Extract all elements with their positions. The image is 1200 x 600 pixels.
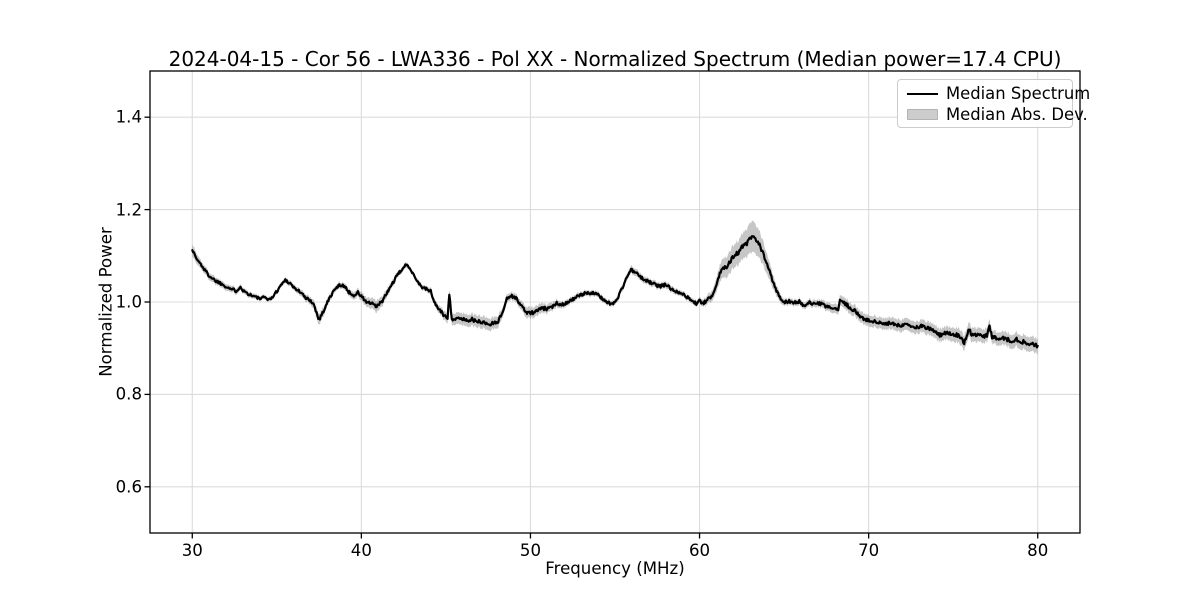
- x-tick-label: 70: [858, 541, 880, 560]
- y-tick-label: 0.6: [115, 477, 142, 497]
- median-spectrum-line: [191, 235, 1039, 349]
- legend-label: Median Spectrum: [946, 84, 1091, 103]
- legend: Median Spectrum Median Abs. Dev.: [897, 79, 1090, 128]
- y-tick-label: 0.8: [115, 384, 142, 404]
- chart-title: 2024-04-15 - Cor 56 - LWA336 - Pol XX - …: [168, 47, 1062, 71]
- legend-line-swatch: [907, 92, 938, 95]
- y-tick-label: 1.2: [115, 200, 142, 220]
- x-tick-label: 80: [1027, 541, 1049, 560]
- y-tick-label: 1.0: [115, 292, 142, 312]
- legend-label: Median Abs. Dev.: [946, 105, 1088, 124]
- legend-entry-mad: Median Abs. Dev.: [898, 104, 1088, 125]
- x-tick-label: 40: [350, 541, 372, 560]
- x-tick-label: 50: [519, 541, 542, 560]
- legend-entry-median-spectrum: Median Spectrum: [898, 83, 1090, 104]
- mad-band: [192, 220, 1038, 355]
- legend-patch-swatch: [907, 109, 938, 120]
- axis-ticks: [144, 116, 1039, 539]
- x-tick-label: 30: [181, 541, 203, 560]
- y-tick-label: 1.4: [115, 107, 142, 127]
- x-axis-label: Frequency (MHz): [545, 559, 685, 578]
- x-tick-label: 60: [688, 541, 711, 560]
